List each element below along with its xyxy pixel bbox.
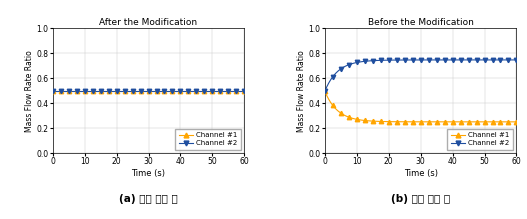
X-axis label: Time (s): Time (s) [132, 169, 165, 178]
Text: (b) 코드 수정 후: (b) 코드 수정 후 [391, 194, 450, 204]
Title: Before the Modification: Before the Modification [368, 18, 474, 27]
Legend: Channel #1, Channel #2: Channel #1, Channel #2 [447, 129, 513, 150]
Y-axis label: Mass Flow Rate Ratio: Mass Flow Rate Ratio [25, 50, 34, 132]
Title: After the Modification: After the Modification [100, 18, 198, 27]
Legend: Channel #1, Channel #2: Channel #1, Channel #2 [175, 129, 241, 150]
Y-axis label: Mass Flow Rate Ratio: Mass Flow Rate Ratio [297, 50, 306, 132]
X-axis label: Time (s): Time (s) [404, 169, 437, 178]
Text: (a) 코드 수정 전: (a) 코드 수정 전 [119, 194, 178, 204]
